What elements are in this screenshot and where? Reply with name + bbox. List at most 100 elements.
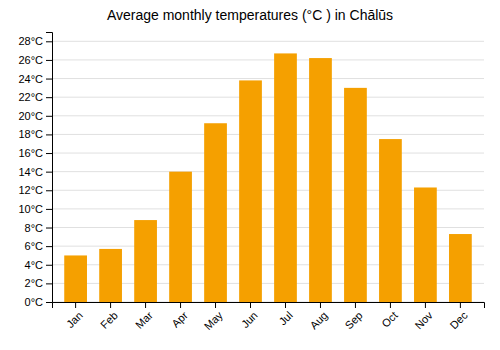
x-tick: Jul: [276, 302, 294, 328]
x-tick-label: Mar: [133, 309, 155, 331]
y-tick-label: 14°C: [18, 166, 43, 178]
y-tick: 26°C: [18, 54, 52, 66]
y-tick-mark: [46, 246, 52, 247]
y-tick: 8°C: [25, 222, 52, 234]
bar: [274, 53, 297, 302]
x-tick: Oct: [379, 302, 400, 330]
y-tick: 12°C: [18, 184, 52, 196]
y-tick: 16°C: [18, 147, 52, 159]
x-tick-mark: [355, 302, 356, 308]
x-tick-mark: [425, 302, 426, 308]
x-tick-mark: [75, 302, 76, 308]
y-tick-mark: [46, 302, 52, 303]
y-tick-label: 26°C: [18, 54, 43, 66]
x-tick-label: Jul: [276, 309, 294, 327]
x-tick: Mar: [133, 302, 155, 331]
x-tick-label: Jun: [239, 309, 260, 330]
y-tick-label: 20°C: [18, 110, 43, 122]
grid-line: [52, 153, 484, 154]
x-tick-label: Jan: [64, 309, 85, 330]
y-tick: 22°C: [18, 91, 52, 103]
x-tick-label: May: [202, 309, 226, 333]
bar: [134, 220, 157, 302]
x-tick-mark: [180, 302, 181, 308]
y-tick-label: 4°C: [25, 259, 44, 271]
bar: [239, 80, 262, 302]
chart: Average monthly temperatures (°C ) in Ch…: [0, 0, 500, 350]
y-tick-mark: [46, 134, 52, 135]
x-tick-label: Dec: [447, 309, 470, 332]
y-tick: 20°C: [18, 110, 52, 122]
y-tick-label: 6°C: [25, 240, 44, 252]
x-axis-line: [53, 303, 485, 309]
grid-line: [52, 59, 484, 60]
x-tick-mark: [145, 302, 146, 308]
x-tick-label: Oct: [379, 309, 400, 330]
x-tick: Nov: [412, 302, 435, 331]
x-tick-mark: [250, 302, 251, 308]
x-tick-mark: [390, 302, 391, 308]
x-tick-label: Aug: [307, 309, 329, 331]
x-tick-mark: [110, 302, 111, 308]
bar: [99, 249, 122, 302]
y-tick-mark: [46, 172, 52, 173]
bar: [309, 58, 332, 302]
x-tick-mark: [215, 302, 216, 308]
x-tick: Feb: [98, 302, 120, 331]
y-tick-mark: [46, 97, 52, 98]
bar: [379, 139, 402, 302]
y-tick: 18°C: [18, 128, 52, 140]
plot-area: Jan Feb Mar Apr May Jun Jul Aug Sep Oct Nov Dec 0°C 2…: [18, 33, 484, 333]
y-tick-mark: [46, 283, 52, 284]
x-tick-label: Feb: [98, 309, 120, 331]
bar: [204, 123, 227, 302]
y-tick-label: 16°C: [18, 147, 43, 159]
y-tick-mark: [46, 265, 52, 266]
y-tick-mark: [46, 79, 52, 80]
y-tick-mark: [46, 153, 52, 154]
y-axis-line: [46, 33, 53, 303]
y-tick-label: 8°C: [25, 222, 44, 234]
y-tick-mark: [46, 41, 52, 42]
y-tick-label: 22°C: [18, 91, 43, 103]
x-tick: Sep: [342, 302, 364, 331]
y-tick: 0°C: [25, 296, 52, 308]
chart-title: Average monthly temperatures (°C ) in Ch…: [107, 7, 393, 23]
bar: [64, 255, 87, 302]
x-tick-mark: [320, 302, 321, 308]
y-tick-mark: [46, 190, 52, 191]
y-tick: 24°C: [18, 73, 52, 85]
grid: [52, 41, 484, 302]
y-tick-mark: [46, 228, 52, 229]
bars: [64, 53, 472, 302]
bar: [414, 187, 437, 302]
grid-line: [52, 97, 484, 98]
grid-line: [52, 115, 484, 116]
x-tick: Jan: [64, 302, 85, 330]
y-tick-label: 0°C: [25, 296, 44, 308]
grid-line: [52, 171, 484, 172]
grid-line: [52, 134, 484, 135]
x-tick: Jun: [239, 302, 260, 330]
y-tick-mark: [46, 116, 52, 117]
grid-line: [52, 78, 484, 79]
y-tick-label: 12°C: [18, 184, 43, 196]
x-tick-label: Apr: [169, 309, 190, 330]
x-tick-mark: [285, 302, 286, 308]
y-tick: 2°C: [25, 277, 52, 289]
bar: [344, 88, 367, 302]
x-tick-label: Nov: [412, 309, 435, 332]
x-tick: May: [202, 302, 226, 332]
y-tick: 10°C: [18, 203, 52, 215]
y-tick-label: 18°C: [18, 128, 43, 140]
bar: [449, 234, 472, 302]
y-tick: 28°C: [18, 35, 52, 47]
y-tick-label: 28°C: [18, 35, 43, 47]
y-tick-label: 2°C: [25, 277, 44, 289]
x-tick: Aug: [307, 302, 329, 331]
y-tick: 14°C: [18, 166, 52, 178]
bar: [169, 172, 192, 302]
y-tick-label: 10°C: [18, 203, 43, 215]
y-tick: 6°C: [25, 240, 52, 252]
grid-line: [52, 41, 484, 42]
